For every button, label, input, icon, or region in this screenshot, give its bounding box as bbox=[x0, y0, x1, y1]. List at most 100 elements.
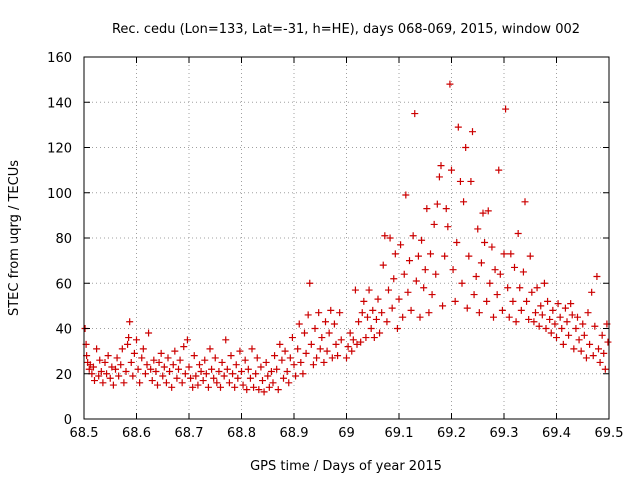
data-point bbox=[103, 370, 111, 378]
data-point bbox=[244, 365, 252, 373]
data-point bbox=[155, 358, 163, 366]
data-point bbox=[376, 329, 384, 337]
data-point bbox=[346, 329, 354, 337]
data-point bbox=[253, 354, 261, 362]
data-point bbox=[332, 340, 340, 348]
data-point bbox=[378, 309, 386, 317]
data-point bbox=[217, 383, 224, 391]
data-point bbox=[211, 354, 219, 362]
x-tick-label: 68.7 bbox=[175, 426, 204, 441]
data-point bbox=[601, 365, 609, 373]
data-point bbox=[130, 349, 138, 357]
data-point bbox=[460, 198, 468, 206]
data-point bbox=[355, 318, 363, 326]
data-point bbox=[517, 306, 525, 314]
data-point bbox=[164, 354, 172, 362]
data-point bbox=[360, 297, 368, 305]
data-point bbox=[421, 266, 429, 274]
data-point bbox=[236, 347, 244, 355]
data-point bbox=[412, 277, 420, 285]
data-point bbox=[108, 363, 116, 371]
data-point bbox=[358, 309, 366, 317]
data-point bbox=[542, 325, 550, 332]
data-point bbox=[372, 315, 380, 323]
data-point bbox=[418, 236, 426, 244]
data-point bbox=[425, 309, 433, 317]
data-point bbox=[133, 336, 140, 344]
data-point bbox=[556, 313, 564, 321]
data-point bbox=[521, 198, 529, 206]
data-point bbox=[532, 309, 539, 317]
data-point bbox=[273, 365, 281, 373]
data-point bbox=[168, 383, 176, 391]
x-tick-label: 69.2 bbox=[437, 426, 466, 441]
data-point bbox=[169, 361, 177, 369]
data-point bbox=[220, 372, 228, 380]
y-tick-label: 140 bbox=[47, 96, 72, 111]
y-tick-label: 100 bbox=[47, 187, 72, 202]
data-point bbox=[117, 361, 125, 369]
data-point bbox=[218, 358, 226, 366]
data-point bbox=[181, 370, 189, 378]
data-point bbox=[334, 352, 342, 360]
data-point bbox=[580, 331, 588, 339]
y-tick-label: 40 bbox=[55, 323, 72, 338]
data-point bbox=[496, 270, 504, 278]
data-point bbox=[500, 250, 508, 258]
y-tick-label: 160 bbox=[47, 51, 72, 66]
data-point bbox=[204, 383, 212, 391]
data-point bbox=[462, 144, 470, 151]
data-point bbox=[553, 334, 560, 342]
data-point bbox=[118, 345, 126, 353]
data-point bbox=[351, 286, 359, 294]
data-point bbox=[391, 250, 399, 258]
data-point bbox=[208, 365, 216, 373]
data-point bbox=[259, 377, 266, 385]
data-point bbox=[456, 177, 464, 185]
data-point bbox=[381, 232, 389, 240]
data-point bbox=[357, 338, 365, 346]
data-point bbox=[404, 288, 412, 296]
data-point bbox=[493, 291, 501, 299]
data-point bbox=[250, 383, 258, 391]
data-point bbox=[292, 372, 300, 380]
data-point bbox=[152, 367, 160, 375]
data-point bbox=[143, 361, 151, 369]
data-point bbox=[154, 381, 161, 389]
data-point bbox=[322, 318, 329, 326]
data-point bbox=[290, 361, 298, 369]
data-point bbox=[535, 322, 543, 330]
data-point bbox=[223, 365, 231, 373]
data-point bbox=[328, 354, 336, 362]
y-tick-label: 80 bbox=[55, 232, 72, 247]
data-point bbox=[115, 372, 123, 380]
data-point bbox=[526, 252, 534, 260]
x-tick-label: 68.8 bbox=[227, 426, 256, 441]
data-point bbox=[134, 365, 142, 373]
data-point bbox=[474, 225, 482, 233]
x-tick-label: 69 bbox=[338, 426, 355, 441]
data-point bbox=[304, 311, 312, 319]
data-point bbox=[252, 370, 260, 378]
x-tick-label: 69.1 bbox=[385, 426, 414, 441]
data-point bbox=[227, 352, 235, 360]
data-point bbox=[269, 379, 277, 387]
data-point bbox=[442, 205, 450, 213]
data-point bbox=[141, 370, 149, 378]
data-point bbox=[197, 367, 205, 375]
y-axis-title: STEC from uqrg / TECUs bbox=[7, 160, 22, 316]
data-point bbox=[390, 275, 398, 283]
data-point bbox=[306, 279, 314, 287]
data-point bbox=[399, 313, 407, 321]
data-point bbox=[202, 370, 210, 378]
data-point bbox=[231, 383, 239, 391]
data-point bbox=[547, 329, 555, 337]
data-point bbox=[112, 365, 119, 373]
data-point bbox=[386, 234, 394, 242]
data-point bbox=[596, 358, 604, 366]
data-point bbox=[234, 374, 242, 382]
data-point bbox=[343, 354, 350, 362]
data-point bbox=[565, 331, 573, 339]
data-point bbox=[514, 229, 522, 237]
